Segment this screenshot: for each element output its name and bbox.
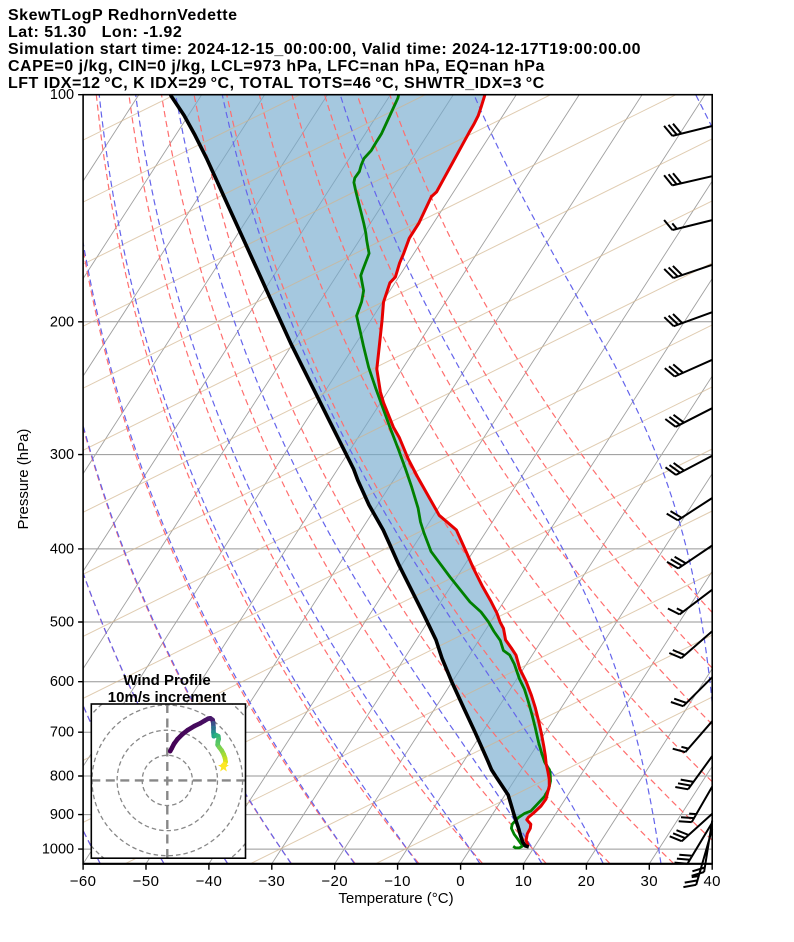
svg-text:800: 800 bbox=[50, 769, 74, 785]
svg-text:700: 700 bbox=[50, 725, 74, 741]
svg-text:−20: −20 bbox=[321, 873, 348, 890]
svg-text:500: 500 bbox=[50, 615, 74, 631]
svg-text:Pressure (hPa): Pressure (hPa) bbox=[15, 429, 32, 530]
svg-text:200: 200 bbox=[50, 314, 74, 330]
svg-text:10: 10 bbox=[515, 873, 533, 890]
svg-text:900: 900 bbox=[50, 807, 74, 823]
svg-text:300: 300 bbox=[50, 447, 74, 463]
svg-text:0: 0 bbox=[456, 873, 465, 890]
svg-text:400: 400 bbox=[50, 541, 74, 557]
svg-text:Simulation start time: 2024-12: Simulation start time: 2024-12-15_00:00:… bbox=[8, 41, 641, 58]
svg-text:Lat: 51.30 Lon: -1.92: Lat: 51.30 Lon: -1.92 bbox=[8, 24, 182, 41]
svg-text:30: 30 bbox=[641, 873, 659, 890]
svg-text:−50: −50 bbox=[133, 873, 160, 890]
svg-text:600: 600 bbox=[50, 674, 74, 690]
svg-text:40: 40 bbox=[703, 873, 721, 890]
svg-text:−40: −40 bbox=[196, 873, 223, 890]
svg-text:10m/s increment: 10m/s increment bbox=[108, 689, 226, 706]
svg-text:LFT IDX=12 °C, K IDX=29 °C, TO: LFT IDX=12 °C, K IDX=29 °C, TOTAL TOTS=4… bbox=[8, 75, 545, 92]
svg-text:CAPE=0 j/kg, CIN=0 j/kg, LCL=9: CAPE=0 j/kg, CIN=0 j/kg, LCL=973 hPa, LF… bbox=[8, 58, 545, 75]
svg-text:Wind Profile: Wind Profile bbox=[123, 672, 210, 689]
svg-text:Temperature (°C): Temperature (°C) bbox=[338, 890, 453, 907]
svg-text:20: 20 bbox=[578, 873, 596, 890]
svg-text:−10: −10 bbox=[384, 873, 411, 890]
svg-text:SkewTLogP RedhornVedette: SkewTLogP RedhornVedette bbox=[8, 7, 238, 24]
svg-text:−30: −30 bbox=[258, 873, 285, 890]
svg-text:−60: −60 bbox=[70, 873, 97, 890]
svg-text:1000: 1000 bbox=[42, 842, 74, 858]
